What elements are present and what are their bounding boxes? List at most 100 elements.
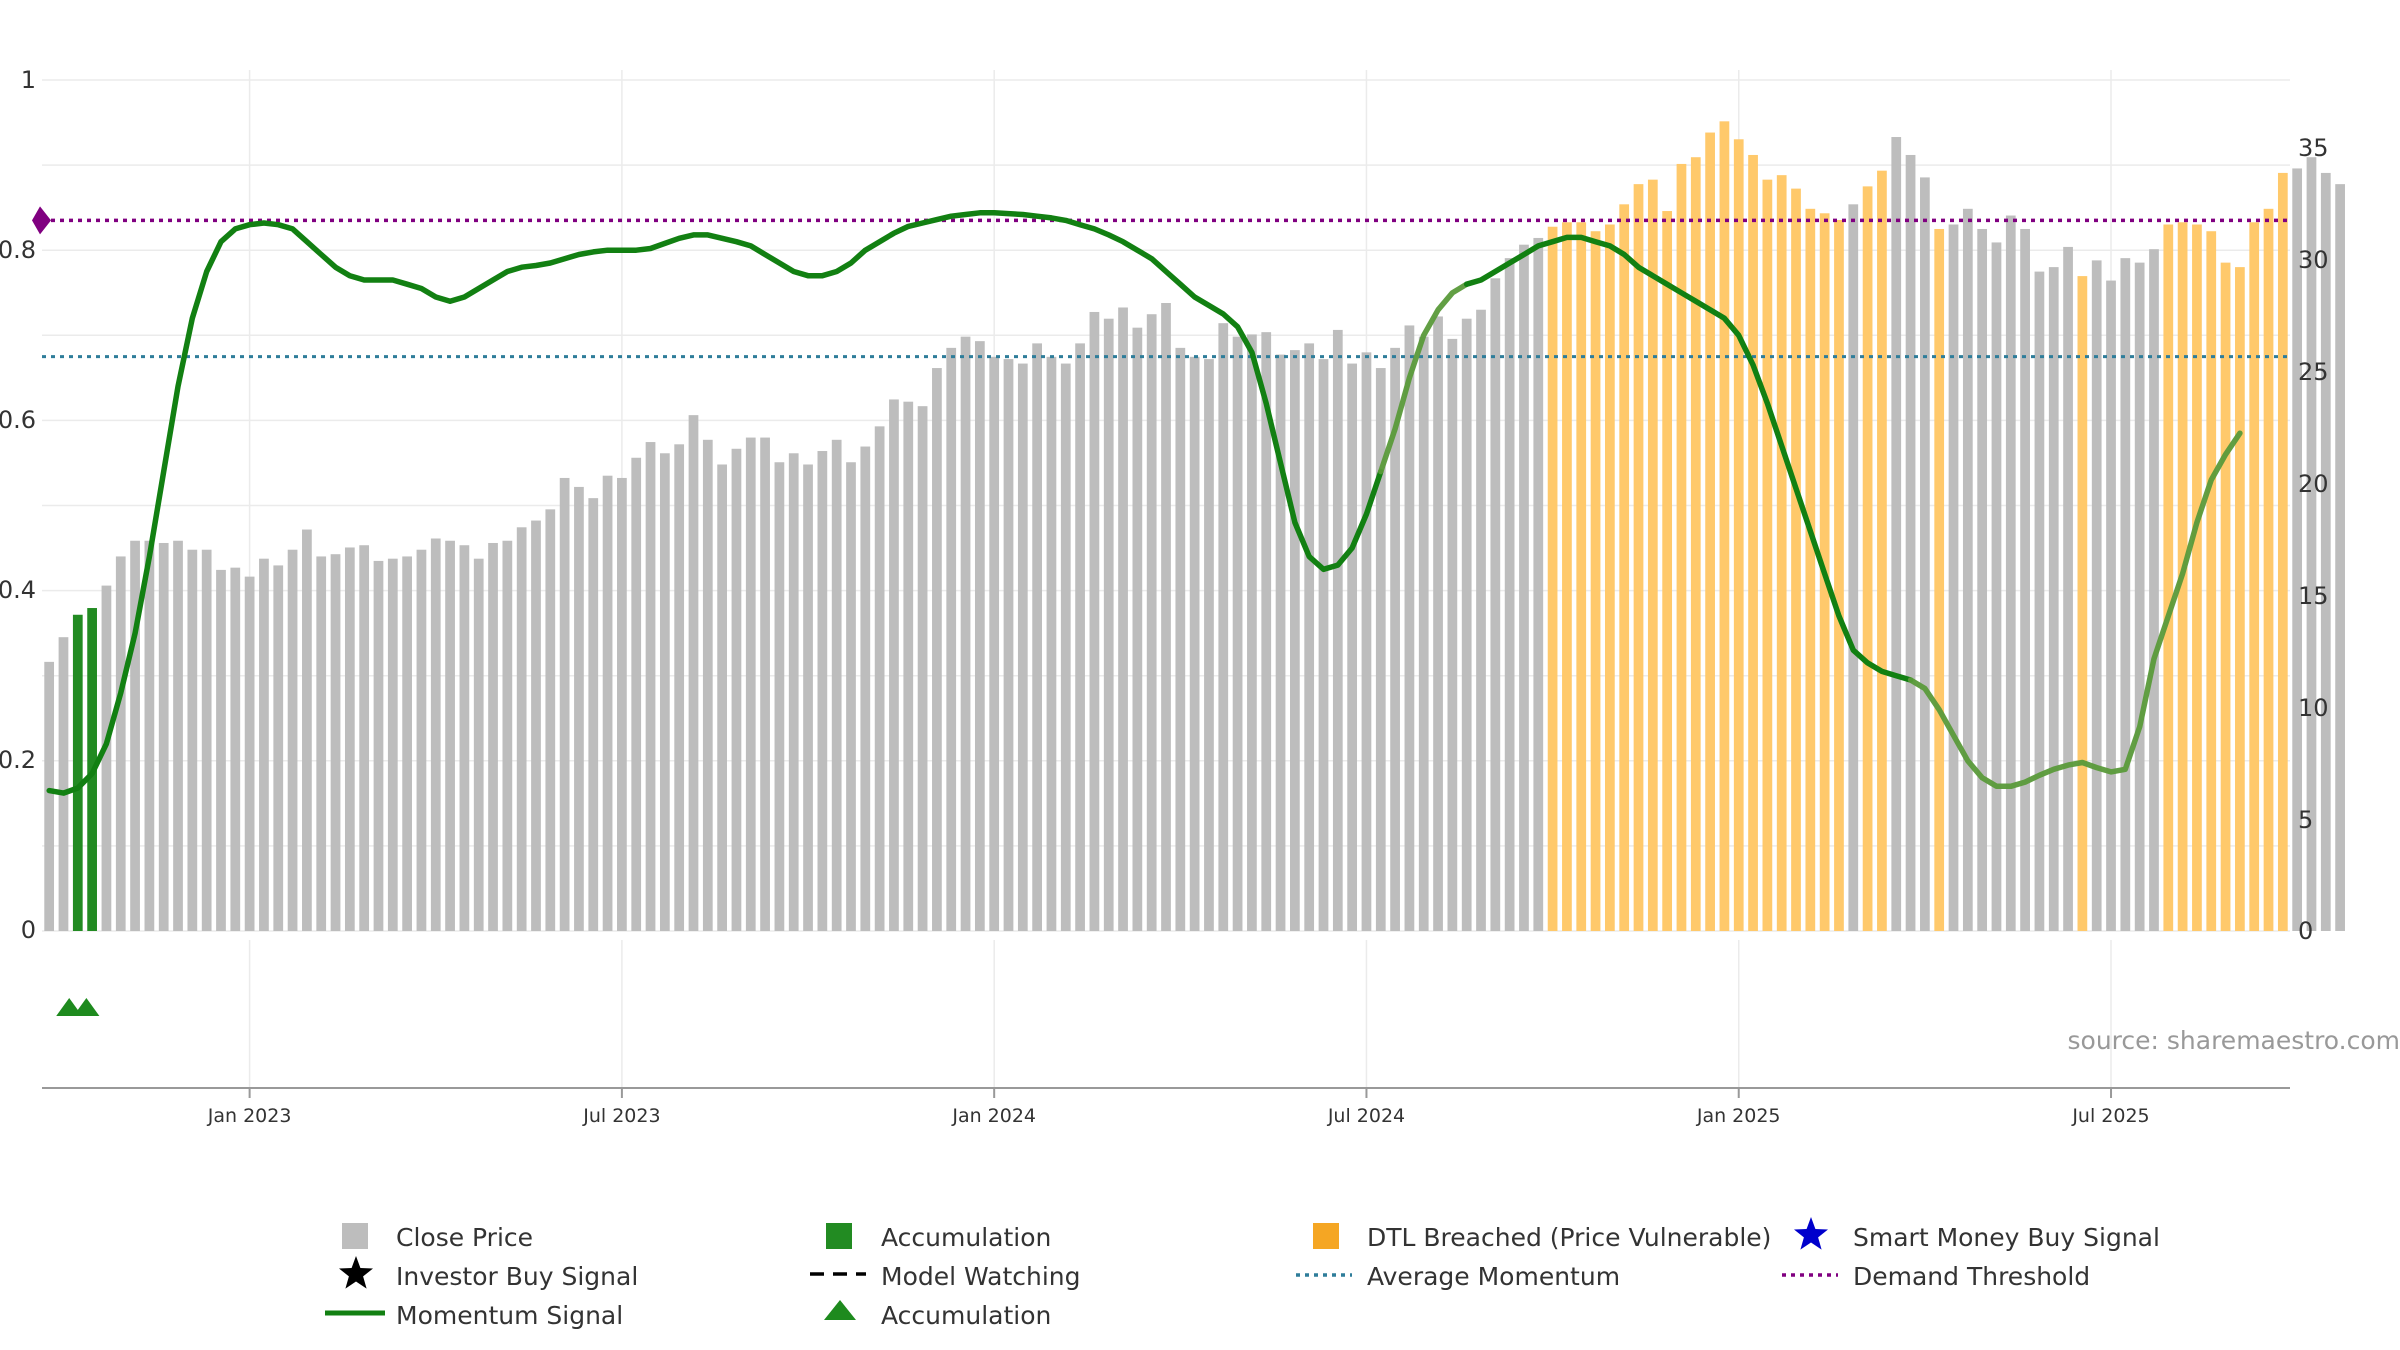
dtl-breached-bar — [2235, 267, 2245, 932]
close-price-bar — [1003, 359, 1014, 932]
close-price-bar — [1289, 350, 1300, 932]
legend-item-accumulation-marker: Accumulation — [824, 1300, 1051, 1330]
close-price-bar — [516, 527, 527, 931]
close-price-bar — [731, 448, 742, 931]
dtl-breached-bar — [1676, 163, 1687, 931]
close-price-bar — [917, 406, 928, 932]
dtl-breached-bar — [1690, 157, 1701, 931]
dtl-breached-bar — [2192, 224, 2202, 931]
close-price-bar — [688, 415, 699, 932]
dtl-breached-bar — [1619, 204, 1630, 932]
dtl-breached-bar — [1862, 186, 1873, 931]
close-price-bar — [1046, 356, 1057, 931]
close-price-bar — [2120, 258, 2131, 932]
close-price-bar — [273, 565, 284, 931]
close-price-bar — [1132, 327, 1143, 932]
close-price-bar — [617, 477, 627, 931]
dtl-breached-bar — [2206, 231, 2217, 931]
left-tick-label: 0.8 — [0, 236, 36, 264]
close-price-bar — [359, 545, 370, 931]
close-price-bar — [1189, 356, 1200, 931]
lines-layer — [32, 206, 2290, 1016]
close-price-bar — [2292, 168, 2303, 931]
close-price-bar — [831, 439, 842, 931]
close-price-bar — [1991, 242, 2002, 931]
close-price-bar — [889, 399, 899, 931]
close-price-bar — [989, 356, 1000, 931]
close-price-bar — [760, 437, 770, 931]
close-price-bar — [1461, 318, 1472, 931]
left-tick-label: 0.2 — [0, 746, 36, 774]
dtl-breached-bar — [1647, 179, 1658, 932]
legend-label: Accumulation — [881, 1223, 1051, 1252]
legend-item-momentum-signal: Momentum Signal — [325, 1301, 623, 1330]
right-tick-label: 10 — [2298, 694, 2329, 722]
close-price-bar — [430, 538, 441, 931]
dtl-breached-bar — [1576, 222, 1587, 931]
close-price-bar — [144, 540, 155, 931]
close-price-bar — [2134, 262, 2145, 932]
left-tick-labels: 0 0.2 0.4 0.6 0.8 1 — [0, 66, 36, 944]
close-price-bar — [2149, 249, 2159, 931]
bars-layer — [44, 121, 2345, 932]
dtl-breached-bar — [1762, 179, 1773, 932]
close-price-bar — [1848, 204, 1859, 932]
x-tick-label: Jan 2024 — [951, 1105, 1036, 1127]
close-price-bar — [244, 576, 255, 931]
legend-label: Investor Buy Signal — [396, 1262, 638, 1291]
close-price-bar — [974, 341, 985, 932]
close-price-bar — [1075, 343, 1085, 931]
close-price-bar — [745, 437, 756, 931]
dtl-breached-bar — [1719, 121, 1730, 932]
dtl-breached-bar — [1562, 222, 1572, 931]
close-price-bar — [187, 549, 198, 931]
close-price-bar — [1318, 359, 1329, 932]
close-price-bar — [416, 549, 427, 931]
blue-star-icon — [1794, 1217, 1828, 1250]
close-price-bar — [1375, 368, 1386, 931]
legend-item-average-momentum: Average Momentum — [1296, 1262, 1620, 1291]
close-price-bar — [1390, 347, 1400, 931]
close-price-bar — [1060, 363, 1071, 931]
close-price-bar — [1103, 318, 1114, 931]
close-price-bar — [344, 547, 355, 931]
close-price-bar — [2063, 246, 2073, 931]
legend: Close Price Accumulation DTL Breached (P… — [325, 1217, 2160, 1330]
close-price-bar — [1404, 325, 1415, 931]
legend-item-close-price: Close Price — [342, 1223, 533, 1252]
close-price-bar — [1032, 343, 1043, 931]
close-price-bar — [1232, 336, 1243, 932]
close-price-bar — [645, 442, 656, 931]
legend-label: Demand Threshold — [1853, 1262, 2090, 1291]
left-tick-label: 0.4 — [0, 576, 36, 604]
momentum-signal-line-faded — [1378, 281, 1470, 475]
close-price-bar — [2005, 215, 2016, 931]
close-price-bar — [459, 545, 470, 931]
close-price-bar — [631, 457, 642, 931]
x-tick-label: Jul 2025 — [2071, 1105, 2149, 1127]
left-tick-label: 0.6 — [0, 406, 36, 434]
momentum-signal-line — [1463, 234, 1914, 683]
close-price-bar — [473, 558, 484, 931]
close-price-bar — [846, 462, 856, 931]
legend-item-dtl-breached: DTL Breached (Price Vulnerable) — [1313, 1223, 1771, 1252]
x-tick-label: Jan 2025 — [1696, 1105, 1781, 1127]
close-price-bar — [1218, 323, 1229, 932]
close-price-bar — [1118, 307, 1128, 931]
accumulation-bar — [72, 614, 83, 931]
close-price-bar — [44, 661, 55, 931]
dtl-breached-bar — [1662, 211, 1673, 932]
legend-label: Smart Money Buy Signal — [1853, 1223, 2160, 1252]
dtl-breached-bar — [1877, 170, 1887, 931]
close-price-bar — [173, 540, 183, 931]
legend-label: Momentum Signal — [396, 1301, 623, 1330]
close-price-bar — [1433, 316, 1443, 931]
close-price-bar — [2034, 271, 2045, 932]
dtl-breached-bar — [2263, 208, 2274, 932]
close-price-bar — [316, 556, 327, 931]
close-price-bar — [387, 558, 398, 931]
close-price-bar — [445, 540, 455, 931]
close-price-bar — [1948, 224, 1959, 931]
x-tick-labels: Jan 2023 Jul 2023 Jan 2024 Jul 2024 Jan … — [207, 1105, 2150, 1127]
